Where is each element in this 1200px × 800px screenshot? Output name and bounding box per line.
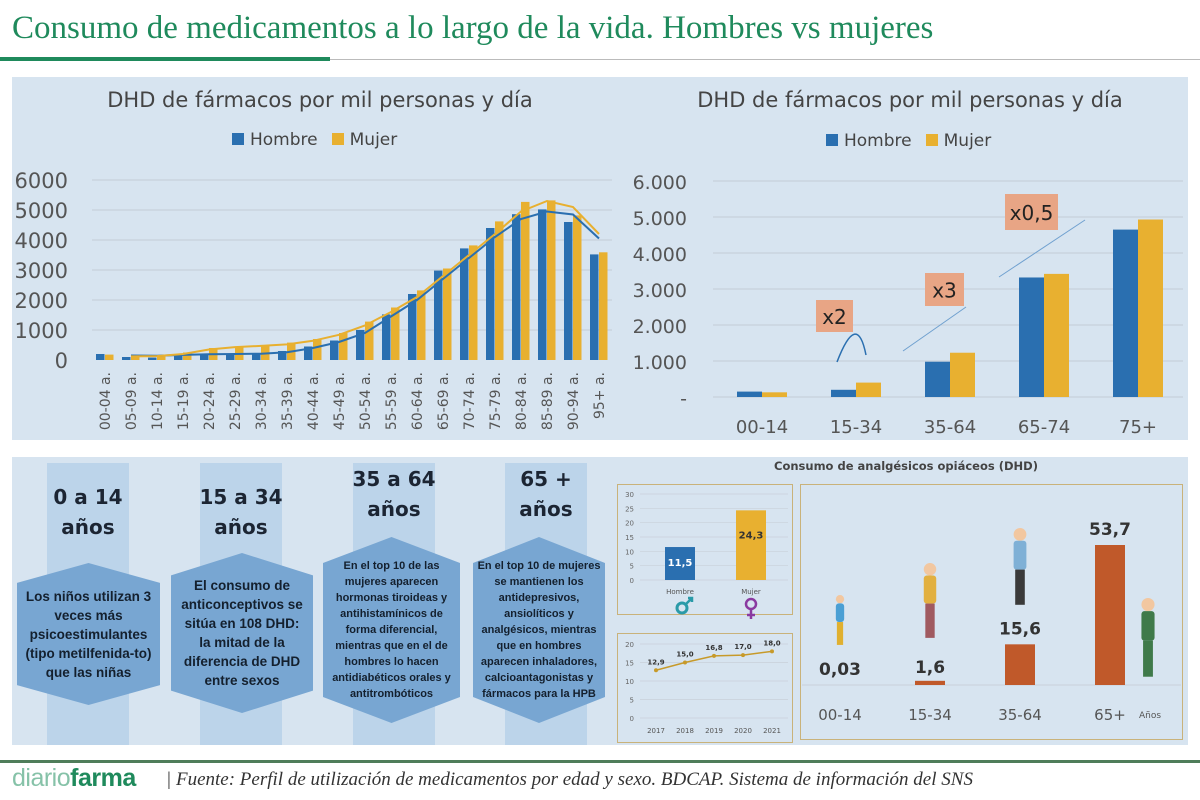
page-title: Consumo de medicamentos a lo largo de la… xyxy=(12,10,934,46)
opioid-trend-box xyxy=(617,633,793,743)
stage-callout: Los niños utilizan 3 veces más psicoesti… xyxy=(17,563,160,705)
logo: diariofarma xyxy=(12,764,136,792)
chart1-legend: Hombre Mujer xyxy=(232,130,397,150)
top-panel xyxy=(12,77,1188,440)
opioid-by-sex-box xyxy=(617,484,793,615)
stage-age: 15 a 34 años xyxy=(199,485,283,539)
legend-hombre: Hombre xyxy=(232,130,318,150)
stage-callout: En el top 10 de mujeres se mantienen los… xyxy=(473,537,605,723)
chart2-legend: Hombre Mujer xyxy=(826,131,991,151)
opioid-by-age-box xyxy=(800,484,1183,740)
title-underline xyxy=(0,57,330,61)
opioid-title: Consumo de analgésicos opiáceos (DHD) xyxy=(774,459,1038,473)
stage-callout: En el top 10 de las mujeres aparecen hor… xyxy=(323,537,460,723)
chart2-title: DHD de fármacos por mil personas y día xyxy=(697,88,1123,112)
title-divider xyxy=(330,59,1200,60)
stage-age: 65 + años xyxy=(519,467,573,521)
footer-divider xyxy=(0,760,1200,763)
stage-callout: El consumo de anticonceptivos se sitúa e… xyxy=(171,553,313,713)
stage-age: 0 a 14 años xyxy=(53,485,123,539)
chart1-title: DHD de fármacos por mil personas y día xyxy=(107,88,533,112)
source-note: | Fuente: Perfil de utilización de medic… xyxy=(166,769,973,790)
legend-hombre: Hombre xyxy=(826,131,912,151)
stage-age: 35 a 64 años xyxy=(352,467,436,521)
legend-mujer: Mujer xyxy=(925,131,991,151)
legend-mujer: Mujer xyxy=(331,130,397,150)
